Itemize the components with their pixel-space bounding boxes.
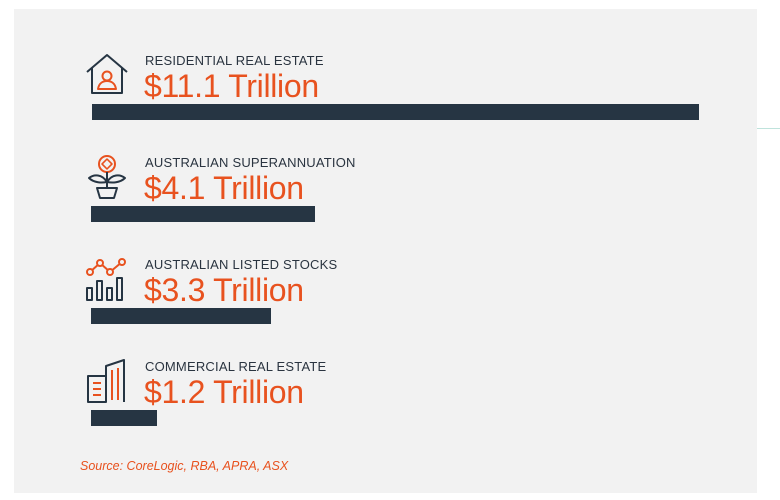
source-note: Source: CoreLogic, RBA, APRA, ASX [80,459,289,473]
infographic-card [14,9,757,493]
decorative-line [757,128,780,129]
